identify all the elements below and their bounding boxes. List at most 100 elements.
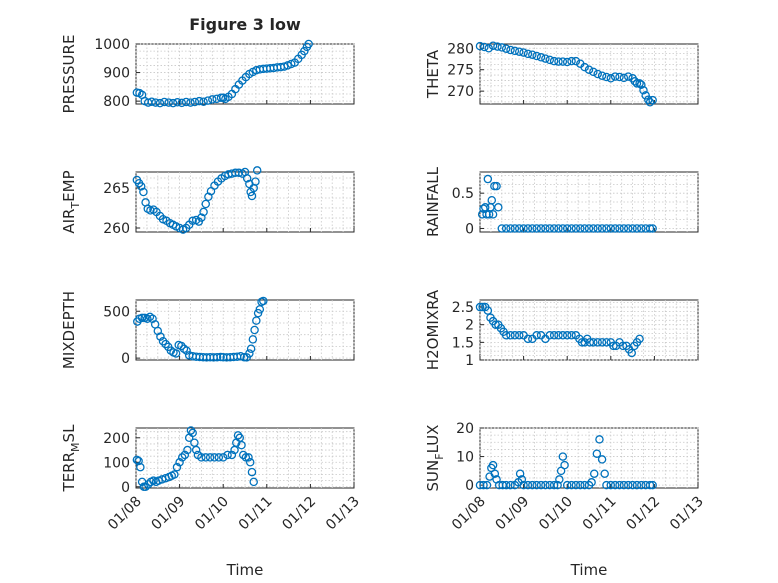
x-tick-label: 01/11 <box>580 494 620 534</box>
subplot-rainfall: 0 0.5 RAINFALL <box>424 166 699 237</box>
data-point <box>610 480 620 490</box>
x-tick-label: 01/13 <box>323 494 363 534</box>
y-tick-label: 800 <box>103 94 130 110</box>
data-point <box>186 98 195 107</box>
data-point <box>589 67 598 77</box>
data-point <box>188 428 197 438</box>
data-point <box>245 458 255 467</box>
y-tick-label: 0 <box>465 221 474 237</box>
data-point <box>237 440 246 450</box>
data-point <box>584 224 594 233</box>
data-point <box>549 56 559 66</box>
data-point <box>545 55 555 65</box>
subplot-mixdepth: 0 500 MIXDEPTH <box>60 291 355 369</box>
data-point <box>191 445 201 455</box>
data-point <box>623 72 633 81</box>
data-point <box>517 475 527 484</box>
data-point <box>632 79 642 88</box>
data-point <box>479 480 488 490</box>
data-point <box>168 98 178 108</box>
data-point <box>514 47 524 56</box>
data-point <box>214 453 224 462</box>
data-point <box>523 334 533 344</box>
data-point <box>212 352 222 362</box>
x-tick-label: 01/09 <box>493 494 533 534</box>
data-point <box>177 341 186 351</box>
y-tick-label: 500 <box>103 304 130 320</box>
data-point <box>602 338 611 347</box>
data-point <box>597 224 607 233</box>
data-point <box>580 62 589 72</box>
data-point <box>589 338 598 347</box>
y-axis-label: H2OMIXRA <box>424 289 442 370</box>
data-point <box>610 224 620 233</box>
data-point <box>180 450 190 460</box>
data-point <box>483 174 493 184</box>
data-point <box>567 56 576 66</box>
data-point <box>247 467 257 477</box>
y-tick-label: 100 <box>103 455 130 471</box>
data-point <box>492 181 501 191</box>
x-tick-label: 01/10 <box>536 494 576 534</box>
y-axis-label: THETA <box>424 49 442 99</box>
data-point <box>242 174 252 183</box>
data-point <box>497 224 507 233</box>
data-point <box>134 456 143 466</box>
data-point <box>182 346 191 355</box>
data-point <box>606 480 616 490</box>
data-point <box>567 224 576 233</box>
data-point <box>592 449 602 458</box>
data-point <box>488 41 498 50</box>
data-point <box>210 453 219 462</box>
data-point <box>597 455 607 464</box>
data-point <box>139 187 148 197</box>
data-point <box>490 469 500 478</box>
y-tick-label: 270 <box>447 84 474 100</box>
data-point <box>541 224 550 233</box>
data-point <box>532 480 541 490</box>
data-point <box>571 224 581 233</box>
data-point <box>536 224 546 233</box>
data-point <box>519 224 528 233</box>
data-point <box>501 480 511 490</box>
data-point <box>482 480 492 490</box>
data-point <box>259 296 268 306</box>
data-point <box>300 46 309 56</box>
data-point <box>606 224 616 233</box>
data-point <box>628 224 637 233</box>
data-point <box>249 477 258 487</box>
data-point <box>170 470 179 479</box>
data-point <box>515 469 525 478</box>
data-point <box>227 450 237 460</box>
data-point <box>600 469 609 478</box>
data-point <box>158 336 168 346</box>
x-tick-label: 01/09 <box>149 494 189 534</box>
data-point <box>251 177 260 186</box>
data-point <box>201 453 211 462</box>
data-point <box>197 213 206 222</box>
data-point <box>627 348 636 358</box>
data-point <box>510 224 520 233</box>
data-point <box>160 97 169 107</box>
data-point <box>172 462 182 472</box>
data-point <box>558 57 568 66</box>
data-point <box>177 453 187 462</box>
data-point <box>562 480 572 490</box>
data-point <box>519 48 528 57</box>
data-point <box>558 452 568 461</box>
data-point <box>488 460 498 470</box>
data-point <box>252 166 262 175</box>
data-point <box>218 453 228 462</box>
data-point <box>475 302 485 312</box>
data-point <box>580 224 589 233</box>
data-point <box>506 331 515 340</box>
data-point <box>541 480 550 490</box>
data-point <box>549 480 559 490</box>
data-point <box>553 480 562 490</box>
subplot-h2omixra: 1 1.52 2.5 H2OMIXRA <box>424 289 699 370</box>
data-point <box>175 458 184 467</box>
data-point <box>482 210 491 219</box>
data-point <box>519 480 528 490</box>
data-point <box>571 56 581 66</box>
